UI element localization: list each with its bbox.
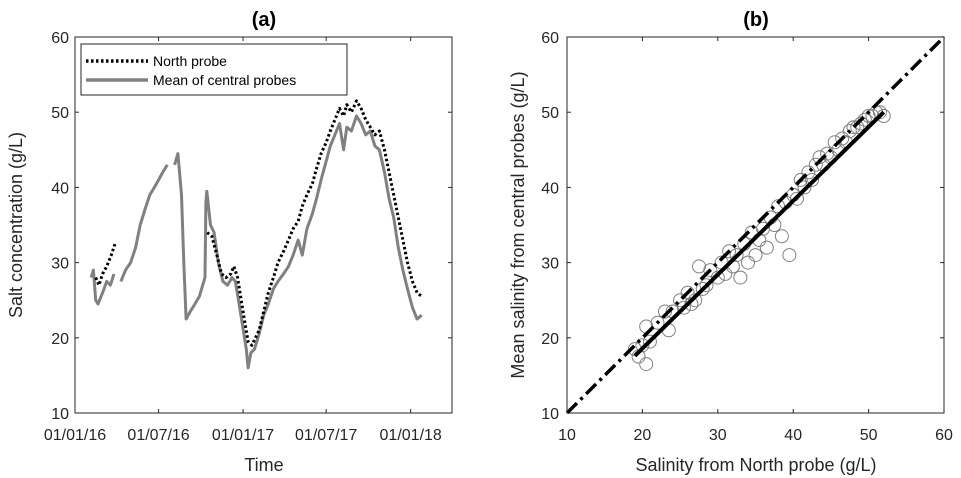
legend-label-central: Mean of central probes bbox=[153, 72, 296, 88]
panel-b-xtick-label: 50 bbox=[860, 427, 878, 444]
panel-b-xtick-label: 30 bbox=[709, 427, 727, 444]
panel-a-xtick-label: 01/01/17 bbox=[212, 427, 274, 444]
panel-b-xtick-label: 10 bbox=[558, 427, 576, 444]
panel-a: (a) 10 20 30 40 50 60 01/01/16 01/07/16 01/01/17… bbox=[6, 9, 452, 475]
panel-b-xlabel: Salinity from North probe (g/L) bbox=[635, 455, 876, 475]
panel-a-xtick-label: 01/01/18 bbox=[380, 427, 442, 444]
panel-a-title: (a) bbox=[252, 9, 276, 31]
panel-a-ytick-label: 20 bbox=[51, 331, 69, 348]
panel-b-ytick-label: 60 bbox=[541, 30, 559, 47]
panel-b-ytick-label: 30 bbox=[541, 256, 559, 273]
panel-a-ytick-label: 10 bbox=[51, 406, 69, 423]
panel-b-title: (b) bbox=[743, 9, 769, 31]
panel-b-ytick-label: 20 bbox=[541, 331, 559, 348]
panel-a-ylabel: Salt concentration (g/L) bbox=[6, 132, 26, 318]
panel-b: (b) 10 20 30 40 50 60 10 20 30 40 50 60 Salinity fr… bbox=[508, 9, 953, 475]
panel-b-ytick-label: 50 bbox=[541, 105, 559, 122]
panel-b-xtick-label: 60 bbox=[935, 427, 953, 444]
panel-a-xtick-label: 01/07/17 bbox=[295, 427, 357, 444]
panel-b-xtick-label: 20 bbox=[634, 427, 652, 444]
panel-a-ytick-label: 50 bbox=[51, 105, 69, 122]
panel-a-legend: North probe Mean of central probes bbox=[81, 44, 347, 95]
panel-b-ylabel: Mean salinity from central probes (g/L) bbox=[508, 71, 528, 378]
panel-a-ytick-label: 40 bbox=[51, 180, 69, 197]
panel-a-ytick-label: 60 bbox=[51, 30, 69, 47]
panel-a-xtick-label: 01/07/16 bbox=[127, 427, 189, 444]
panel-b-xtick-label: 40 bbox=[784, 427, 802, 444]
panel-a-xtick-label: 01/01/16 bbox=[44, 427, 106, 444]
panel-a-ytick-label: 30 bbox=[51, 256, 69, 273]
panel-a-xlabel: Time bbox=[244, 455, 283, 475]
panel-b-ytick-label: 10 bbox=[541, 406, 559, 423]
legend-label-north: North probe bbox=[153, 53, 227, 69]
panel-b-ytick-label: 40 bbox=[541, 180, 559, 197]
